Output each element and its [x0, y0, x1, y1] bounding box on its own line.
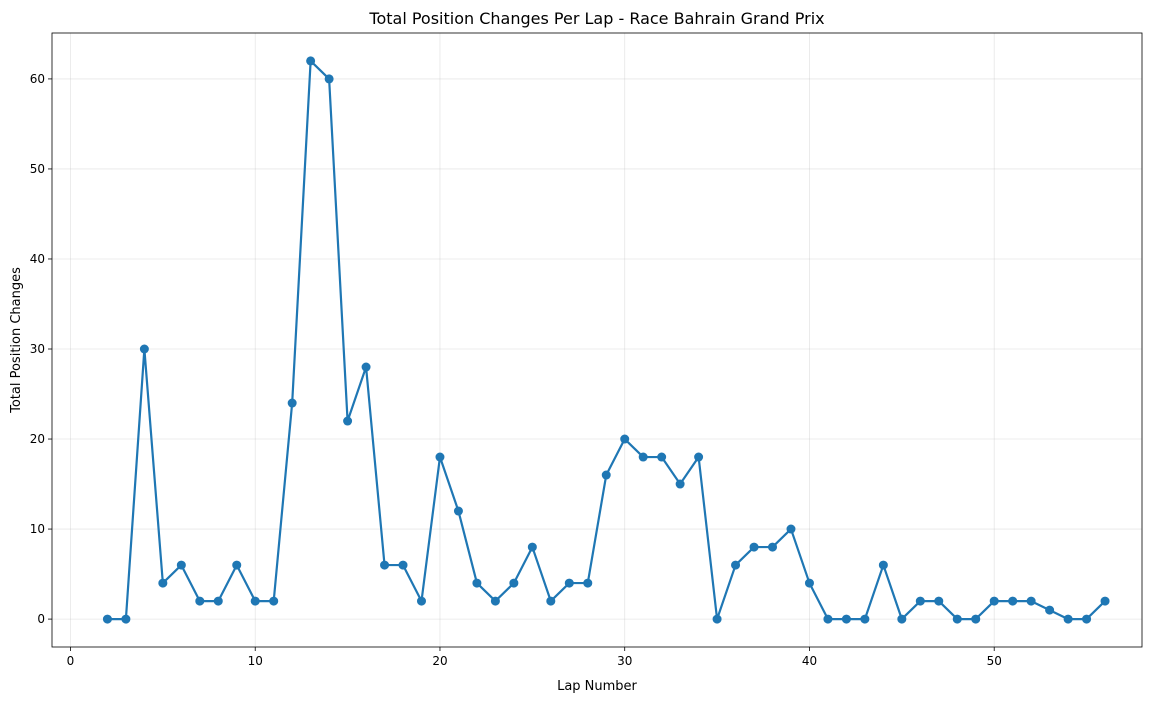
- data-point: [546, 596, 556, 606]
- data-point: [657, 452, 667, 462]
- data-point: [564, 578, 574, 588]
- data-point: [1063, 614, 1073, 624]
- data-point: [472, 578, 482, 588]
- x-axis: 0 10 20 30 40 50: [67, 647, 1002, 668]
- data-point: [176, 560, 186, 570]
- data-point: [343, 416, 353, 426]
- data-point: [804, 578, 814, 588]
- data-point: [435, 452, 445, 462]
- y-tick-label: 60: [30, 72, 45, 86]
- grid: [52, 33, 1142, 647]
- data-point: [213, 596, 223, 606]
- data-point: [380, 560, 390, 570]
- data-point: [287, 398, 297, 408]
- data-point: [139, 344, 149, 354]
- data-point: [601, 470, 611, 480]
- data-point: [269, 596, 279, 606]
- x-tick-label: 10: [248, 654, 263, 668]
- data-point: [989, 596, 999, 606]
- data-point: [786, 524, 796, 534]
- series-line: [107, 59, 1106, 621]
- y-axis-label: Total Position Changes: [9, 267, 24, 414]
- data-point: [1082, 614, 1092, 624]
- data-point: [768, 542, 778, 552]
- data-point: [694, 452, 704, 462]
- data-point: [731, 560, 741, 570]
- data-point: [749, 542, 759, 552]
- data-points: [102, 56, 1110, 624]
- data-point: [398, 560, 408, 570]
- data-point: [1008, 596, 1018, 606]
- data-point: [638, 452, 648, 462]
- y-tick-label: 0: [37, 612, 45, 626]
- data-point: [712, 614, 722, 624]
- data-point: [583, 578, 593, 588]
- data-point: [232, 560, 242, 570]
- y-tick-label: 10: [30, 522, 45, 536]
- y-tick-label: 40: [30, 252, 45, 266]
- x-tick-label: 20: [432, 654, 447, 668]
- data-point: [823, 614, 833, 624]
- data-point: [306, 56, 316, 66]
- data-point: [915, 596, 925, 606]
- data-point: [1045, 605, 1055, 615]
- y-tick-label: 30: [30, 342, 45, 356]
- data-point: [971, 614, 981, 624]
- data-point: [158, 578, 168, 588]
- data-point: [121, 614, 131, 624]
- plot-frame: [51, 32, 1143, 648]
- data-point: [195, 596, 205, 606]
- data-point: [897, 614, 907, 624]
- x-tick-label: 40: [802, 654, 817, 668]
- data-point: [860, 614, 870, 624]
- data-point: [841, 614, 851, 624]
- data-point: [102, 614, 112, 624]
- x-axis-label: Lap Number: [557, 679, 637, 694]
- data-point: [250, 596, 260, 606]
- y-tick-label: 20: [30, 432, 45, 446]
- data-point: [934, 596, 944, 606]
- data-point: [416, 596, 426, 606]
- data-point: [453, 506, 463, 516]
- data-point: [324, 74, 334, 84]
- x-tick-label: 50: [987, 654, 1002, 668]
- y-axis: 0 10 20 30 40 50 60: [30, 72, 52, 626]
- x-tick-label: 0: [67, 654, 75, 668]
- data-point: [952, 614, 962, 624]
- chart-title: Total Position Changes Per Lap - Race Ba…: [368, 9, 824, 28]
- data-point: [361, 362, 371, 372]
- data-point: [1026, 596, 1036, 606]
- data-point: [675, 479, 685, 489]
- data-point: [620, 434, 630, 444]
- data-point: [509, 578, 519, 588]
- x-tick-label: 30: [617, 654, 632, 668]
- y-tick-label: 50: [30, 162, 45, 176]
- data-point: [1100, 596, 1110, 606]
- data-point: [527, 542, 537, 552]
- data-point: [490, 596, 500, 606]
- data-point: [878, 560, 888, 570]
